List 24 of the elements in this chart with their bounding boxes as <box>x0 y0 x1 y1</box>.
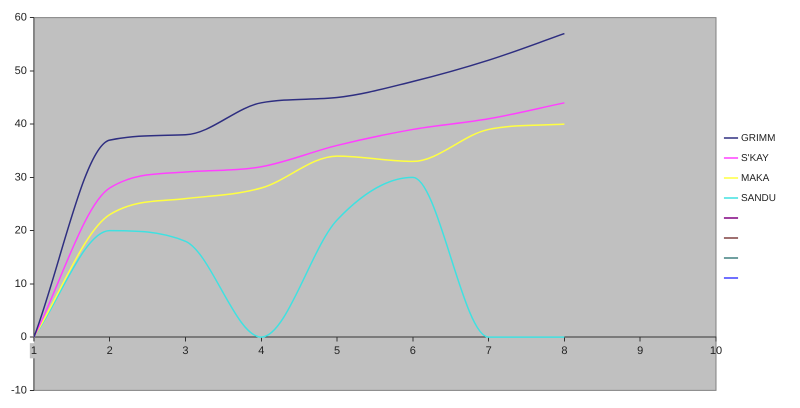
x-tick-label: 2 <box>106 344 113 357</box>
line-series <box>34 176 566 338</box>
legend-label: S'KAY <box>740 152 770 164</box>
y-tick-label: 40 <box>14 118 27 130</box>
x-tick-label: 7 <box>486 344 492 357</box>
x-tick-label: 6 <box>410 344 416 357</box>
y-tick-label: 60 <box>14 12 27 24</box>
y-tick-label: 30 <box>14 171 27 184</box>
y-tick-label: -10 <box>10 384 27 396</box>
y-tick-label: 20 <box>14 224 27 237</box>
legend-label: SANDU <box>740 192 776 204</box>
x-tick-label: 9 <box>637 344 644 357</box>
y-tick-label: 0 <box>20 331 27 344</box>
legend-label: GRIMM <box>740 132 776 144</box>
y-tick-label: 10 <box>14 278 27 290</box>
y-tick-label: 50 <box>14 64 27 77</box>
legend-label: MAKA <box>740 172 770 184</box>
x-tick-label: 4 <box>258 344 264 357</box>
x-tick-label: 5 <box>334 344 340 357</box>
line-series <box>34 32 566 338</box>
x-tick-label: 10 <box>710 344 722 357</box>
x-tick-label: 3 <box>182 344 189 357</box>
x-tick-label: 1 <box>30 344 37 357</box>
x-tick-label: 8 <box>561 344 568 357</box>
